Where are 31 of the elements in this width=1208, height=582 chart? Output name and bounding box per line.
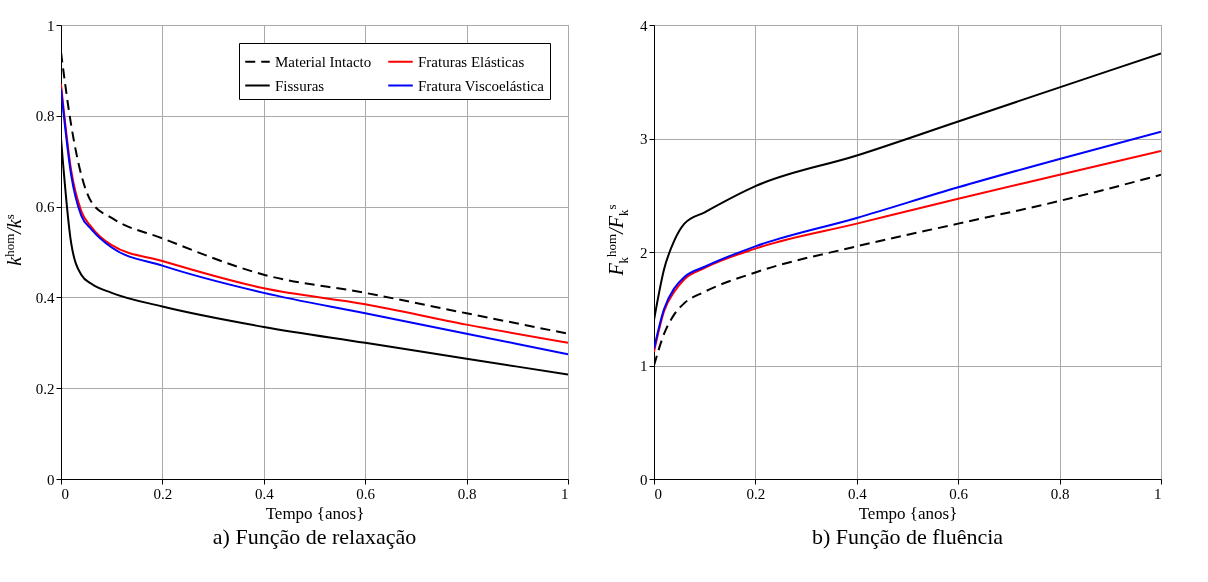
y-tick-label: 2 [640,244,648,261]
x-tick-label: 1 [561,485,569,502]
x-tick-label: 0.4 [847,485,868,502]
legend-label: Fraturas Elásticas [418,53,525,70]
y-tick-label: 0.6 [35,199,55,216]
x-tick-label: 0.2 [153,485,173,502]
legend-label: Fissuras [275,77,325,94]
x-tick-label: 0.2 [746,485,766,502]
x-tick-label: 0 [61,485,69,502]
text: a) Função de relaxação [212,524,417,549]
legend-label: Fratura Viscoelástica [418,77,545,94]
y-tick-label: 0 [47,471,55,488]
text: b) Função de fluência [811,524,1004,549]
y-tick-label: 0.8 [35,108,55,125]
x-tick-label: 0.6 [949,485,969,502]
x-tick-label: 0.8 [1050,485,1070,502]
y-tick-label: 4 [640,17,648,34]
y-tick-label: 1 [640,358,648,374]
x-tick-label: 0.6 [356,485,376,502]
y-tick-label: 3 [640,131,648,147]
legend-label: Material Intacto [275,53,372,70]
y-tick-label: 0 [640,471,648,488]
x-tick-label: 0.8 [457,485,477,502]
x-axis-title: Tempo {anos} [265,503,365,523]
y-tick-label: 0.2 [35,380,55,397]
x-axis-title: Tempo {anos} [858,503,958,523]
x-tick-label: 0.4 [254,485,275,502]
y-tick-label: 0.4 [35,289,55,306]
x-tick-label: 0 [654,485,662,502]
x-tick-label: 1 [1154,485,1162,502]
y-tick-label: 1 [47,17,55,34]
